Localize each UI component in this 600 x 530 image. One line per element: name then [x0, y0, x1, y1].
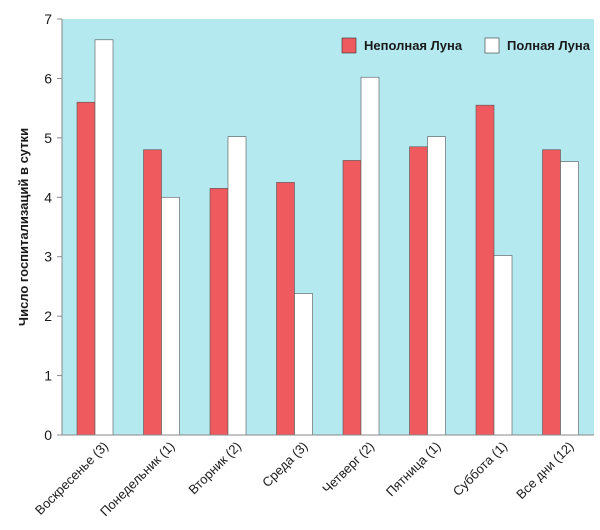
bar-series-1 — [342, 160, 362, 436]
legend: Неполная Луна Полная Луна — [341, 37, 591, 54]
bar-series-2 — [161, 196, 180, 436]
bar-series-2 — [360, 76, 380, 436]
x-axis-category-labels: Воскресенье (3)Понедельник (1) Вторник (2… — [32, 439, 577, 520]
bar-series-2 — [94, 39, 114, 436]
bar-series-1 — [409, 146, 428, 436]
x-category-label: Среда (3) — [259, 439, 311, 491]
legend-swatch-series-2 — [484, 37, 500, 54]
x-category-label: Четверг (2) — [319, 439, 377, 497]
x-category-label: Пятница (1) — [383, 439, 444, 500]
y-tick-label: 0 — [44, 427, 52, 443]
plot-area-background — [62, 19, 594, 435]
bar-series-2 — [427, 136, 446, 436]
y-tick-label: 5 — [44, 130, 52, 146]
bar-series-1 — [276, 182, 295, 436]
y-axis-title: Число госпитализаций в сутки — [16, 128, 31, 326]
y-axis: 0 1 2 3 4 5 6 7 — [44, 11, 63, 443]
x-category-label: Суббота (1) — [450, 439, 510, 499]
bar-series-2 — [227, 136, 247, 436]
bar-series-1 — [475, 104, 495, 436]
y-tick-label: 4 — [44, 189, 52, 205]
legend-label-series-2: Полная Луна — [507, 38, 591, 53]
bars — [62, 39, 594, 436]
bar-series-1 — [143, 149, 162, 436]
legend-label-series-1: Неполная Луна — [364, 38, 463, 53]
bar-series-2 — [294, 293, 313, 436]
bar-series-1 — [542, 149, 561, 436]
y-tick-label: 6 — [44, 70, 52, 86]
y-tick-label: 2 — [44, 308, 52, 324]
y-tick-label: 7 — [44, 11, 52, 27]
bar-series-2 — [493, 255, 513, 436]
x-category-label: Вторник (2) — [185, 439, 244, 498]
bar-series-1 — [76, 101, 96, 436]
bar-series-1 — [209, 188, 229, 436]
bar-series-2 — [560, 161, 579, 436]
y-tick-label: 3 — [44, 249, 52, 265]
legend-swatch-series-1 — [341, 37, 357, 54]
y-tick-label: 1 — [44, 368, 52, 384]
x-category-label: Все дни (12) — [513, 439, 576, 502]
